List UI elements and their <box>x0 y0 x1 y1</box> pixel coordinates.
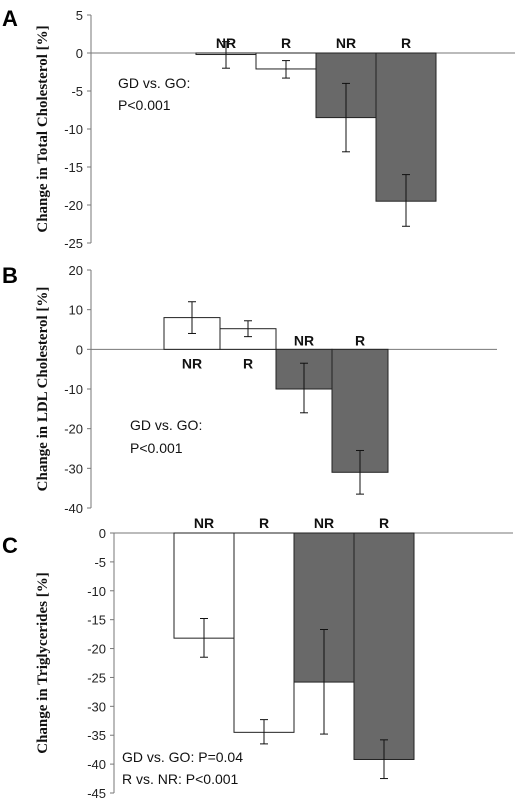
panel-c-y-tick-label: 0 <box>99 526 106 541</box>
panel-c-y-tick-label: -30 <box>87 699 106 714</box>
panel-a-annotation: GD vs. GO: <box>118 75 190 91</box>
panel-a-y-axis-title: Change in Total Cholesterol [%] <box>35 25 51 232</box>
panel-c-annotation: GD vs. GO: P=0.04 <box>122 749 243 765</box>
panel-c-y-axis-title: Change in Triglycerides [%] <box>35 572 51 754</box>
panel-a-bar-label: NR <box>216 35 236 51</box>
panel-c-y-tick-label: -45 <box>87 786 106 799</box>
panel-b-y-tick-label: 0 <box>76 342 83 357</box>
panel-c-y-tick-label: -5 <box>94 555 106 570</box>
panel-b-y-tick-label: -10 <box>64 382 83 397</box>
panel-c-bar-2-r <box>233 532 295 733</box>
panel-a-y-tick-label: 0 <box>76 46 83 61</box>
panel-c-bar-label: R <box>259 515 269 531</box>
panel-a-y-tick-label: 5 <box>76 8 83 23</box>
panel-c-y-tick-label: -10 <box>87 584 106 599</box>
panel-a-y-tick-label: -5 <box>71 84 83 99</box>
panel-c-bar-label: NR <box>314 515 334 531</box>
panel-a-y-tick-label: -10 <box>64 122 83 137</box>
panel-b-annotation: P<0.001 <box>130 440 183 456</box>
panel-c-bar-4-r <box>353 532 415 760</box>
panel-a-letter: A <box>2 6 18 31</box>
panel-c-y-tick-label: -20 <box>87 642 106 657</box>
panel-c-y-tick-label: -35 <box>87 728 106 743</box>
panel-a-y-tick-label: -20 <box>64 198 83 213</box>
panel-c-bar-label: NR <box>194 515 214 531</box>
panel-a-bar-label: NR <box>336 35 356 51</box>
panel-a-y-tick-label: -15 <box>64 160 83 175</box>
panel-c-y-tick-label: -40 <box>87 757 106 772</box>
panel-b-bar-label: NR <box>294 332 314 348</box>
panel-b-bar-label: NR <box>182 355 202 371</box>
panel-b-letter: B <box>2 263 18 288</box>
panel-b-bar-label: R <box>243 355 253 371</box>
panel-b-y-axis-title: Change in LDL Cholesterol [%] <box>35 287 51 492</box>
panel-b-y-tick-label: -20 <box>64 422 83 437</box>
panel-c-bar-label: R <box>379 515 389 531</box>
panel-a-bar-label: R <box>401 35 411 51</box>
panel-c-letter: C <box>2 533 18 558</box>
panel-b-y-tick-label: 20 <box>69 263 83 278</box>
panel-c-annotation: R vs. NR: P<0.001 <box>122 771 239 787</box>
panel-c-y-tick-label: -25 <box>87 670 106 685</box>
panel-b-y-tick-label: 10 <box>69 303 83 318</box>
panel-b-bar-label: R <box>355 332 365 348</box>
panel-a-annotation: P<0.001 <box>118 97 171 113</box>
panel-b-y-tick-label: -40 <box>64 501 83 516</box>
panel-b-y-tick-label: -30 <box>64 461 83 476</box>
panel-c-y-tick-label: -15 <box>87 613 106 628</box>
panel-b-annotation: GD vs. GO: <box>130 417 202 433</box>
panel-a-bar-label: R <box>281 35 291 51</box>
panel-a-y-tick-label: -25 <box>64 236 83 251</box>
